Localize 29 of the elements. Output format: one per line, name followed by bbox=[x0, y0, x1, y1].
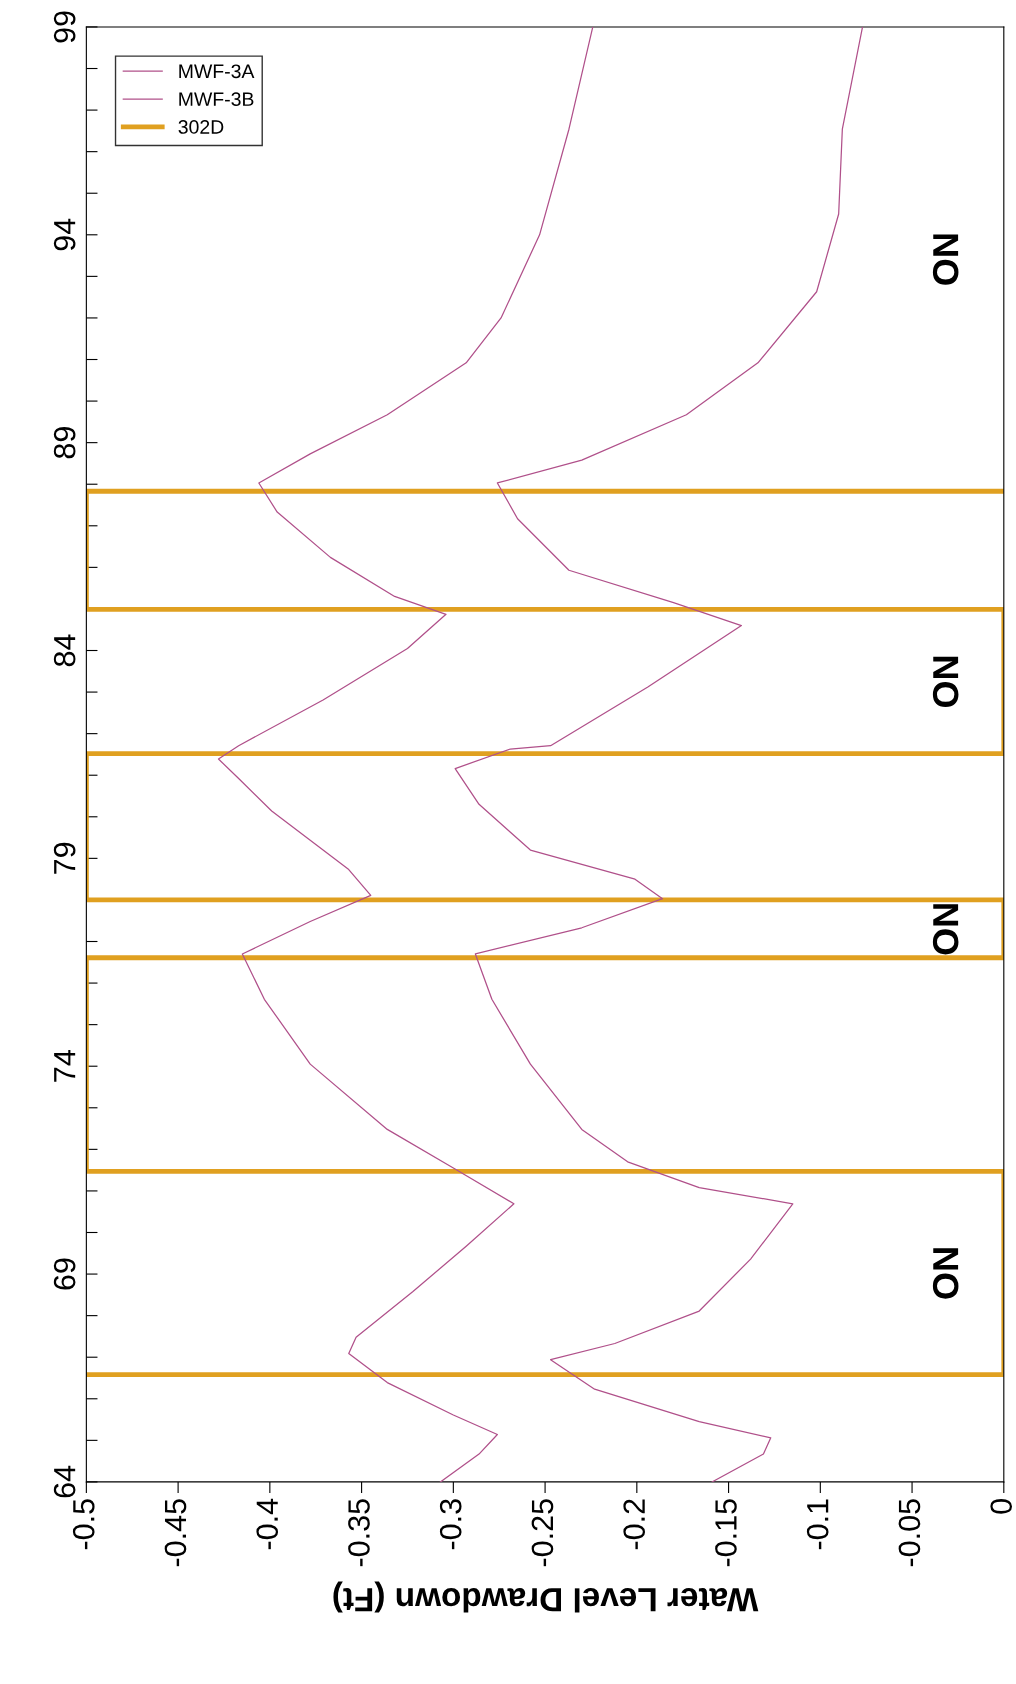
x-axis-title: Water Level Drawdown (Ft) bbox=[333, 1581, 759, 1613]
x-tick-label: -0.45 bbox=[164, 1499, 187, 1567]
annotation: ON bbox=[932, 904, 959, 955]
x-tick-label: -0.3 bbox=[439, 1499, 462, 1550]
annotation: ON bbox=[932, 1248, 959, 1299]
y-tick-label: 79 bbox=[53, 842, 76, 874]
x-tick-label: -0.1 bbox=[806, 1499, 829, 1550]
y-tick-label: 89 bbox=[53, 427, 76, 459]
line-series bbox=[86, 488, 1004, 1378]
x-tick-label: -0.35 bbox=[348, 1499, 370, 1567]
x-tick-label: -0.05 bbox=[898, 1499, 921, 1567]
x-tick-label: 0 bbox=[990, 1499, 1013, 1514]
legend-label: MWF-3A bbox=[179, 64, 255, 79]
y-tick-label: 84 bbox=[53, 634, 76, 667]
x-tick-label: -0.2 bbox=[623, 1499, 646, 1550]
line-series bbox=[454, 26, 864, 1482]
x-tick-label: -0.25 bbox=[531, 1499, 554, 1567]
x-tick-label: -0.15 bbox=[715, 1499, 737, 1567]
legend-label: 302D bbox=[178, 120, 224, 134]
y-tick-label: 74 bbox=[54, 1050, 76, 1082]
x-tick-label: -0.5 bbox=[72, 1499, 95, 1550]
x-tick-label: -0.4 bbox=[256, 1498, 279, 1550]
y-tick-label: 99 bbox=[53, 11, 76, 43]
annotation: ON bbox=[932, 234, 959, 285]
y-tick-label: 64 bbox=[53, 1465, 76, 1498]
legend-label: MWF-3B bbox=[179, 92, 254, 107]
y-tick-label: 69 bbox=[53, 1258, 76, 1290]
annotation: ON bbox=[932, 656, 959, 708]
y-tick-label: 94 bbox=[53, 218, 76, 251]
